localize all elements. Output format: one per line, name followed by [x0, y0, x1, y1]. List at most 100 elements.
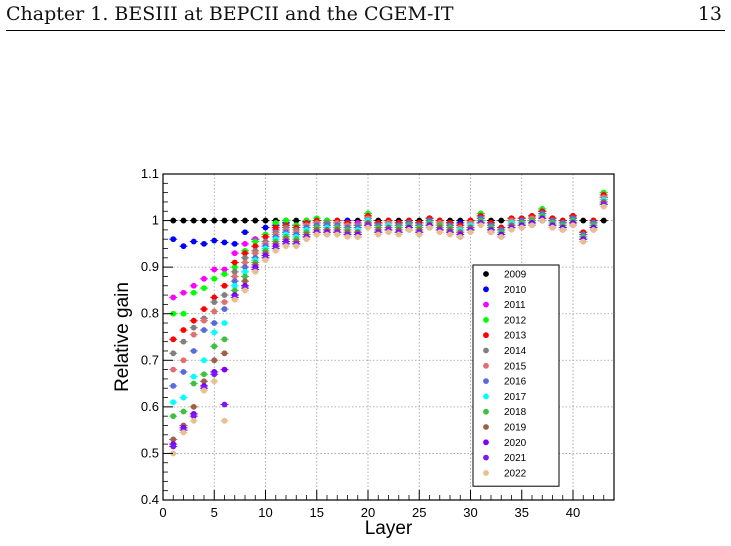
data-point-2022 [539, 217, 546, 224]
legend-label-2010: 2010 [504, 285, 527, 296]
data-point-2022 [303, 236, 310, 243]
y-tick-label: 0.9 [141, 259, 159, 274]
data-point-2022 [170, 450, 177, 457]
data-point-2010 [201, 240, 207, 247]
header-rule [6, 30, 725, 31]
data-point-2013 [272, 224, 279, 231]
data-point-2011 [231, 250, 238, 257]
data-point-2022 [590, 226, 597, 233]
data-point-2022 [447, 231, 453, 238]
data-point-2018 [201, 371, 207, 378]
data-point-2014 [221, 292, 228, 298]
x-tick-label: 25 [412, 505, 426, 520]
data-point-2012 [231, 264, 238, 271]
data-point-2022 [375, 231, 382, 238]
data-point-2022 [508, 226, 515, 233]
data-point-2013 [262, 233, 269, 240]
data-point-2017 [201, 357, 207, 364]
chart-legend: 2009 2010 2011 2012 2013 2014 2015 2016 2017 2018… [472, 264, 560, 487]
legend-marker-2016 [483, 378, 489, 384]
data-point-2016 [221, 306, 228, 312]
data-point-2012 [170, 310, 177, 317]
data-point-2010 [190, 238, 197, 245]
data-point-2013 [211, 294, 218, 301]
data-point-2015 [221, 299, 228, 305]
x-tick-label: 0 [159, 505, 166, 520]
legend-label-2020: 2020 [504, 438, 527, 449]
series-2022 [169, 203, 608, 457]
legend-label-2016: 2016 [504, 377, 527, 388]
data-point-2018 [190, 380, 197, 387]
data-point-2012 [180, 310, 187, 317]
page-number: 13 [697, 3, 722, 25]
legend-label-2013: 2013 [504, 331, 527, 342]
data-point-2010 [231, 240, 238, 247]
data-point-2014 [190, 324, 197, 331]
data-point-2022 [580, 238, 587, 245]
legend-label-2012: 2012 [504, 315, 527, 326]
data-point-2022 [231, 296, 238, 303]
data-point-2022 [365, 224, 371, 231]
data-point-2019 [242, 278, 248, 285]
data-point-2021 [211, 371, 218, 378]
data-point-2016 [180, 369, 187, 375]
data-point-2011 [190, 282, 197, 289]
data-point-2012 [201, 285, 207, 291]
data-point-2015 [170, 366, 177, 373]
data-point-2010 [221, 239, 228, 246]
data-point-2022 [313, 231, 320, 238]
data-point-2018 [231, 287, 238, 294]
legend-label-2015: 2015 [504, 361, 527, 372]
data-point-2009 [600, 217, 607, 224]
data-point-2016 [211, 320, 218, 326]
y-tick-label: 1.1 [141, 166, 159, 181]
data-point-2022 [262, 257, 269, 264]
data-point-2018 [242, 273, 248, 280]
y-tick-label: 1 [152, 213, 159, 228]
data-point-2010 [180, 243, 187, 250]
data-point-2018 [170, 413, 177, 420]
data-point-2021 [221, 401, 228, 408]
data-point-2009 [242, 217, 248, 224]
data-point-2011 [180, 289, 187, 296]
data-point-2015 [180, 357, 187, 364]
x-tick-label: 10 [258, 505, 272, 520]
legend-box [472, 264, 560, 487]
data-point-2012 [211, 275, 218, 282]
data-point-2014 [211, 299, 218, 305]
data-point-2015 [190, 331, 197, 338]
data-point-2015 [252, 250, 259, 257]
data-point-2010 [262, 224, 269, 231]
legend-marker-2020 [483, 439, 489, 446]
legend-label-2021: 2021 [504, 453, 527, 464]
page-header: Chapter 1. BESIII at BEPCII and the CGEM… [0, 0, 731, 31]
data-point-2009 [170, 217, 177, 224]
data-point-2018 [221, 336, 228, 343]
x-tick-label: 40 [566, 505, 580, 520]
data-point-2014 [242, 254, 248, 261]
data-point-2022 [283, 243, 289, 250]
data-point-2022 [354, 233, 361, 240]
data-point-2016 [242, 264, 248, 271]
data-point-2022 [467, 229, 474, 236]
data-point-2009 [293, 217, 300, 224]
data-point-2009 [190, 217, 197, 224]
data-point-2017 [180, 394, 187, 401]
data-point-2015 [211, 308, 218, 315]
data-point-2022 [559, 226, 566, 233]
x-tick-label: 15 [310, 505, 324, 520]
data-point-2014 [180, 338, 187, 345]
data-point-2009 [180, 217, 187, 224]
data-point-2017 [231, 282, 238, 289]
data-point-2022 [180, 429, 187, 436]
data-point-2022 [324, 231, 330, 238]
data-point-2022 [406, 226, 412, 233]
data-point-2022 [385, 229, 392, 236]
legend-label-2011: 2011 [504, 300, 526, 311]
data-point-2012 [272, 220, 279, 226]
data-point-2022 [498, 233, 505, 240]
data-point-2011 [221, 266, 228, 273]
data-point-2011 [242, 240, 248, 247]
data-point-2022 [529, 222, 535, 229]
data-point-2022 [436, 229, 443, 236]
